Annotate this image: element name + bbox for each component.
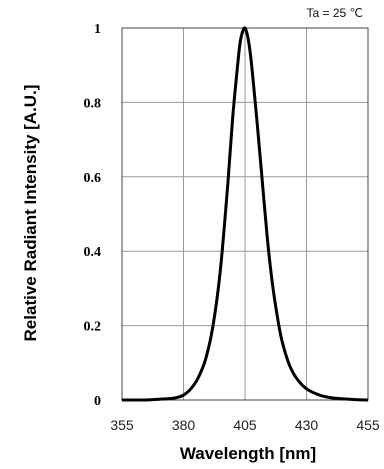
y-tick-label: 0.6 [84,171,102,186]
y-tick-label: 0.4 [84,245,102,260]
y-tick-label: 0.2 [84,320,102,335]
y-tick-labels: 0 0.2 0.4 0.6 0.8 1 [84,22,102,409]
y-tick-label: 1 [94,22,101,37]
x-tick-label: 355 [110,417,134,433]
x-tick-label: 455 [356,417,380,433]
x-tick-label: 430 [295,417,319,433]
y-tick-label: 0 [94,394,101,409]
grid-lines [121,27,369,401]
y-axis-title: Relative Radiant Intensity [A.U.] [21,85,40,342]
spectrum-line [121,26,369,402]
series-group [121,26,369,402]
temperature-annotation: Ta = 25 ℃ [306,6,363,20]
x-tick-labels: 355 380 405 430 455 [110,417,380,433]
x-axis-title: Wavelength [nm] [180,444,316,463]
x-tick-label: 405 [233,417,257,433]
x-tick-label: 380 [172,417,196,433]
y-tick-label: 0.8 [84,96,102,111]
